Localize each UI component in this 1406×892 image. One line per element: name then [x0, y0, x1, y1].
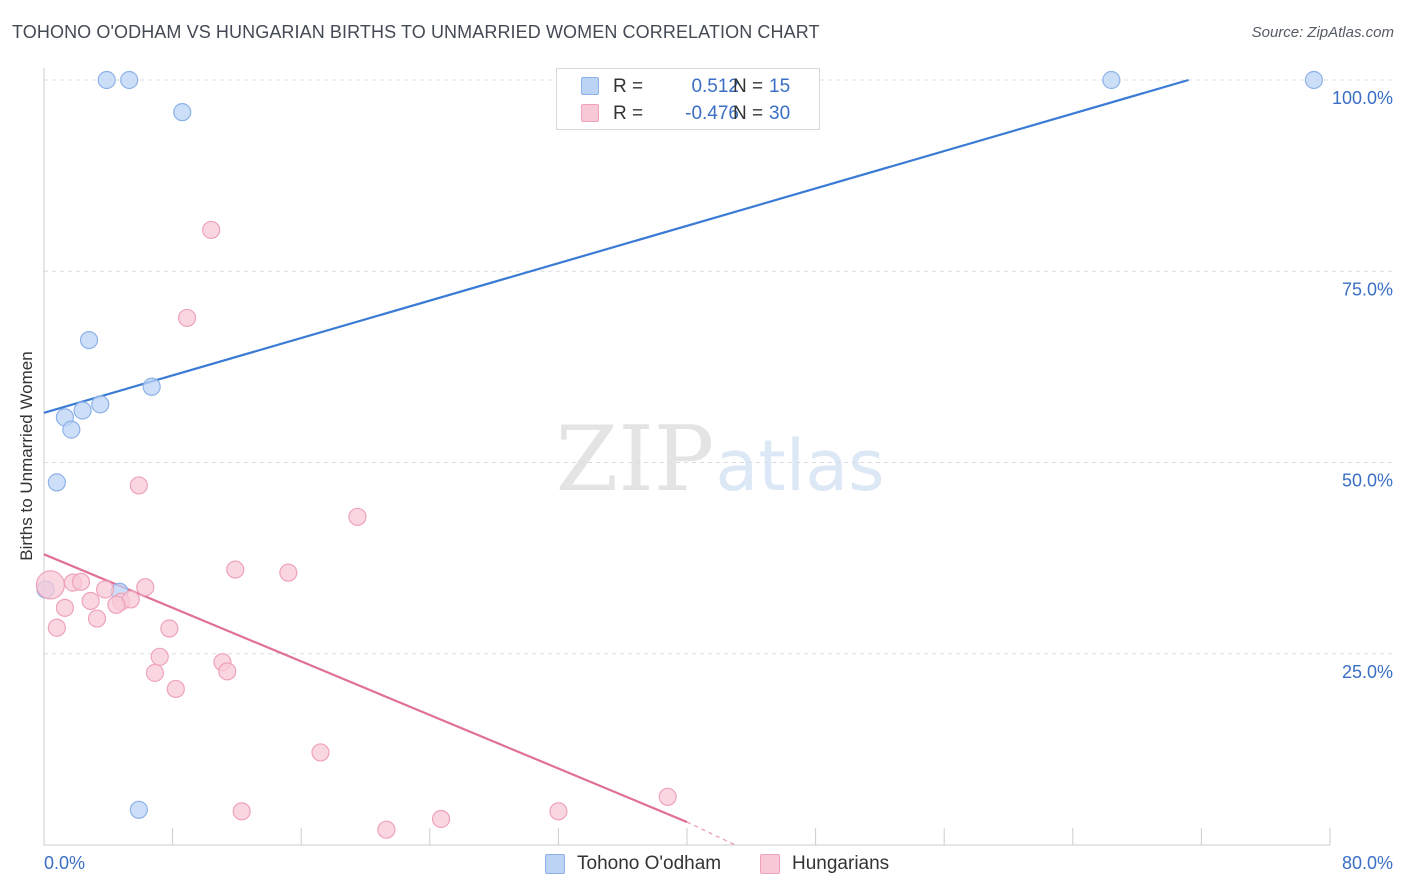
point-tohono — [62, 420, 81, 439]
source-attribution: Source: ZipAtlas.com — [1252, 24, 1394, 41]
source-link[interactable]: ZipAtlas.com — [1307, 24, 1394, 41]
trend-line-hungarians — [43, 553, 688, 824]
point-hungarians — [166, 679, 185, 699]
x-tick-label: 0.0% — [44, 853, 85, 873]
point-tohono — [1304, 70, 1324, 90]
point-hungarians — [202, 220, 221, 240]
point-tohono — [129, 800, 148, 819]
legend-swatch-pink — [581, 104, 599, 122]
point-hungarians — [95, 580, 115, 599]
point-tohono — [73, 401, 92, 420]
y-tick-label: 75.0% — [1342, 279, 1393, 299]
legend-n-label: N = — [733, 76, 764, 97]
point-hungarians — [218, 662, 237, 681]
trend-lines — [43, 78, 1189, 846]
point-hungarians — [71, 572, 91, 591]
legend-r-label: R = — [613, 103, 644, 124]
point-hungarians — [658, 787, 677, 806]
stats-legend: R = 0.512 N = 15 R = -0.476 N = 30 — [556, 68, 820, 130]
point-hungarians — [47, 618, 66, 637]
data-points — [35, 70, 1324, 839]
point-hungarians — [232, 802, 251, 821]
point-tohono — [47, 473, 66, 492]
point-hungarians — [129, 476, 148, 495]
point-hungarians — [177, 308, 197, 328]
gridlines — [44, 79, 1392, 655]
y-axis-label: Births to Unmarried Women — [17, 351, 36, 561]
axes — [43, 68, 1331, 846]
x-tick-label: 80.0% — [1342, 853, 1393, 873]
point-hungarians — [81, 591, 100, 611]
y-tick-label: 25.0% — [1342, 662, 1393, 682]
watermark: ZIP atlas — [556, 407, 885, 512]
point-hungarians — [160, 619, 179, 638]
point-hungarians — [348, 507, 367, 526]
legend-r-value: -0.476 — [685, 103, 739, 124]
point-hungarians — [107, 595, 126, 614]
legend-r-label: R = — [613, 76, 644, 97]
legend-swatch-blue — [545, 854, 565, 874]
point-hungarians — [35, 570, 66, 600]
legend-swatch-pink — [760, 854, 780, 874]
point-hungarians — [145, 663, 165, 682]
chart-title: TOHONO O'ODHAM VS HUNGARIAN BIRTHS TO UN… — [12, 22, 820, 42]
point-hungarians — [279, 563, 298, 582]
point-hungarians — [226, 560, 245, 579]
point-tohono — [120, 70, 139, 90]
y-tick-label: 50.0% — [1342, 471, 1393, 491]
point-tohono — [91, 395, 110, 414]
legend-n-value: 30 — [769, 103, 791, 124]
point-hungarians — [311, 743, 330, 762]
point-hungarians — [431, 809, 451, 829]
y-tick-label: 100.0% — [1332, 88, 1393, 108]
point-tohono — [142, 377, 161, 396]
legend-n-label: N = — [733, 103, 764, 124]
legend-label-tohono: Tohono O'odham — [577, 853, 722, 874]
legend-swatch-blue — [581, 77, 599, 95]
trend-line-extension-hungarians — [686, 821, 736, 846]
watermark-atlas: atlas — [715, 425, 884, 507]
source-label: Source: — [1251, 24, 1304, 41]
point-hungarians — [150, 647, 169, 666]
point-hungarians — [377, 820, 396, 839]
point-hungarians — [136, 578, 155, 597]
legend-r-value: 0.512 — [691, 76, 739, 97]
watermark-zip: ZIP — [556, 407, 715, 512]
legend-n-value: 15 — [769, 76, 791, 97]
point-tohono — [79, 331, 99, 350]
point-hungarians — [55, 598, 74, 617]
point-hungarians — [87, 609, 107, 628]
point-tohono — [1102, 70, 1121, 90]
series-legend: Tohono O'odham Hungarians — [0, 852, 1406, 878]
point-hungarians — [549, 802, 568, 821]
point-tohono — [97, 70, 116, 90]
legend-label-hungarians: Hungarians — [792, 853, 890, 874]
point-tohono — [173, 103, 192, 122]
tick-labels: 25.0% 50.0% 75.0% 100.0% 0.0% 80.0% — [44, 88, 1393, 873]
trend-line-tohono — [43, 78, 1189, 414]
